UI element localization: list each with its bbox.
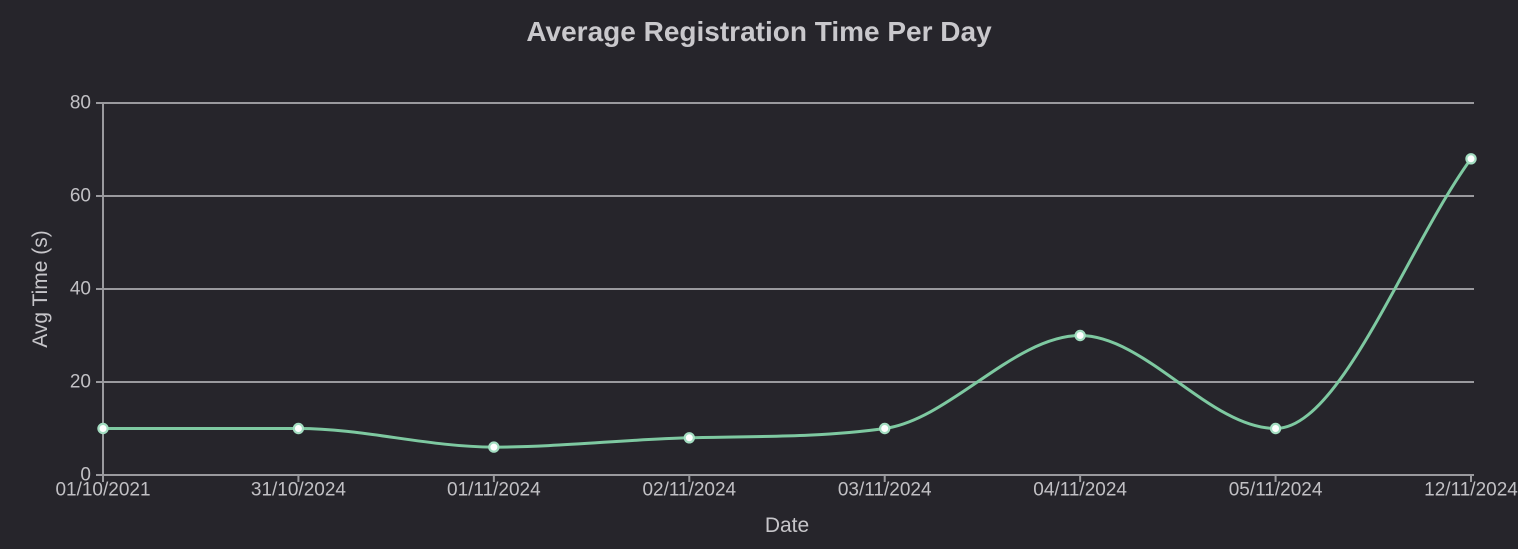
series-line — [102, 157, 1473, 449]
data-point[interactable] — [1269, 422, 1282, 435]
x-tick-label: 12/11/2024 — [1424, 480, 1518, 501]
data-point[interactable] — [488, 441, 500, 453]
x-axis-title: Date — [764, 514, 810, 537]
x-tick-label: 03/11/2024 — [838, 480, 932, 501]
data-point[interactable] — [292, 422, 305, 435]
chart-title: Average Registration Time Per Day — [526, 16, 992, 47]
x-tick-label: 05/11/2024 — [1229, 480, 1323, 501]
data-point[interactable] — [683, 432, 695, 444]
data-point[interactable] — [1465, 153, 1477, 165]
x-tick-label: 31/10/2024 — [251, 480, 347, 501]
y-tick-label: 40 — [70, 279, 91, 300]
x-tick-label: 01/10/2021 — [55, 480, 150, 501]
y-tick-label: 0 — [80, 465, 91, 486]
data-point[interactable] — [97, 422, 109, 435]
x-tick-label: 02/11/2024 — [642, 480, 736, 501]
y-tick-label: 60 — [70, 186, 91, 207]
y-tick-label: 20 — [70, 372, 91, 393]
data-point[interactable] — [879, 422, 891, 435]
y-tick-label: 80 — [70, 93, 91, 114]
x-tick-label: 01/11/2024 — [447, 480, 541, 501]
x-tick-label: 04/11/2024 — [1033, 480, 1127, 501]
data-point[interactable] — [1074, 329, 1086, 342]
